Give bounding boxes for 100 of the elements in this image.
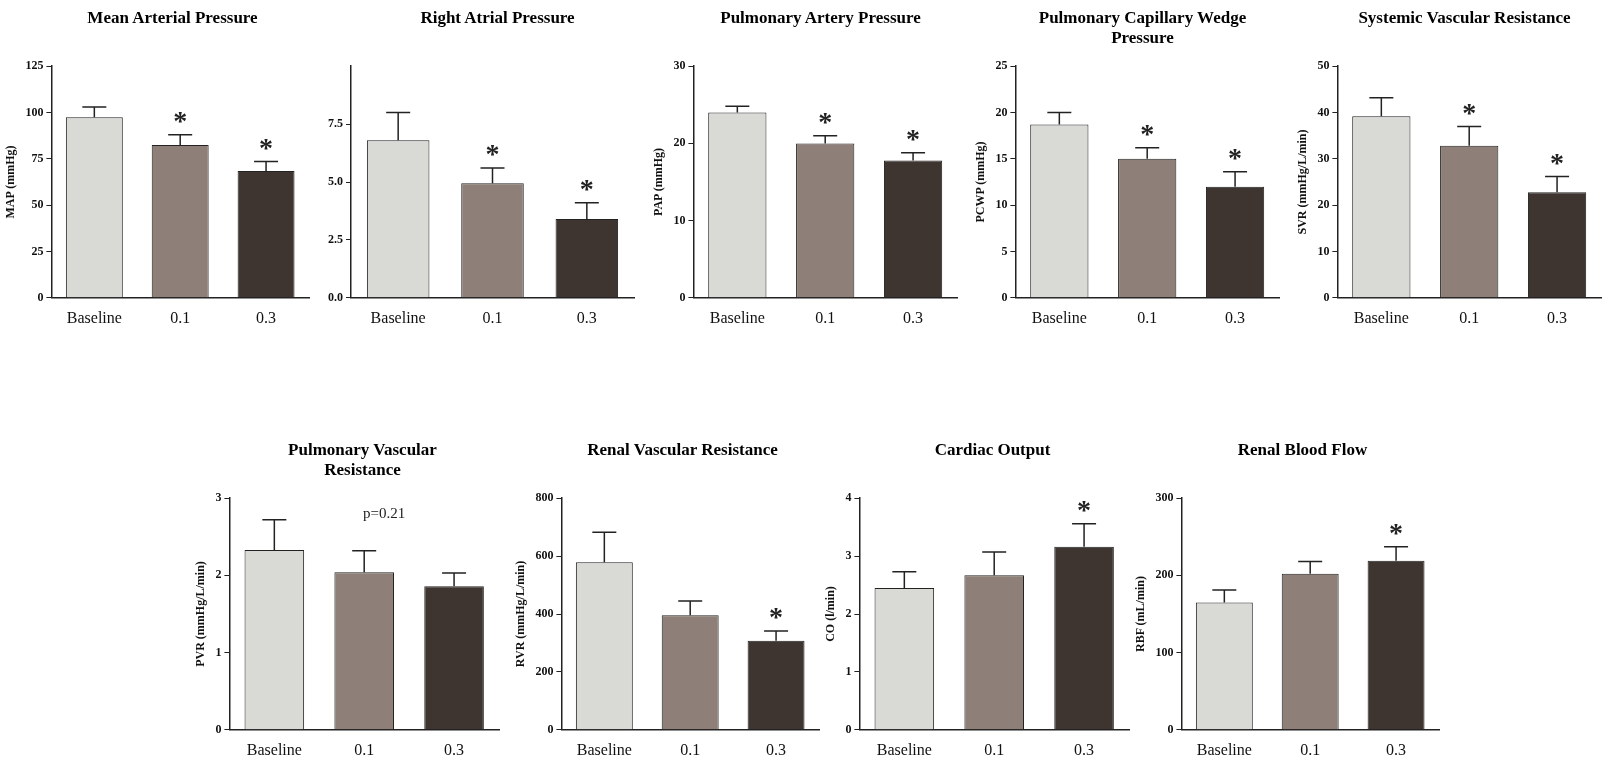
annotation: * (1550, 146, 1565, 178)
x-tick-label: Baseline (1031, 308, 1087, 326)
y-tick-label: 50 (1317, 58, 1330, 73)
chart-title: Cardiac Output (933, 440, 1052, 461)
y-axis-title: CO (l/min) (823, 586, 838, 642)
y-axis-title: RBF (mL/min) (1133, 576, 1148, 652)
y-tick-label: 30 (673, 58, 686, 73)
chart-title: Right Atrial Pressure (419, 8, 576, 29)
chart-title: Pulmonary Vascular Resistance (287, 440, 438, 481)
y-tick-label: 4 (845, 490, 852, 505)
y-tick-label: 0 (1001, 289, 1008, 304)
x-tick-label: 0.3 (576, 308, 597, 326)
y-tick-label: 20 (673, 135, 686, 150)
x-tick-label: 0.1 (1137, 308, 1158, 326)
y-tick-label: 25 (31, 243, 44, 258)
y-axis-title: MAP (mmHg) (3, 145, 18, 219)
x-tick-label: 0.1 (1300, 740, 1321, 758)
x-tick-label: 0.1 (680, 740, 701, 758)
y-tick-label: 3 (215, 490, 222, 505)
y-tick-label: 2 (845, 606, 852, 621)
y-tick-label: 40 (1317, 104, 1330, 119)
y-tick-label: 50 (31, 197, 44, 212)
y-tick-label: 2 (215, 567, 222, 582)
annotation: * (485, 138, 500, 170)
annotation: * (173, 104, 188, 136)
y-tick-label: 3 (845, 548, 852, 563)
x-tick-label: Baseline (370, 308, 426, 326)
annotation: * (259, 131, 274, 163)
x-tick-label: 0.1 (984, 740, 1005, 758)
x-tick-label: 0.3 (766, 740, 787, 758)
y-tick-label: 1 (845, 663, 852, 678)
x-tick-label: 0.1 (815, 308, 836, 326)
y-axis-title: PCWP (mmHg) (973, 141, 988, 223)
y-tick-label: 200 (535, 663, 554, 678)
annotation: * (1389, 517, 1404, 549)
y-tick-label: 300 (1155, 490, 1174, 505)
y-tick-label: 0 (1323, 289, 1330, 304)
y-tick-label: 10 (673, 212, 686, 227)
x-tick-label: Baseline (246, 740, 302, 758)
y-tick-label: 100 (1155, 644, 1174, 659)
x-tick-label: 0.3 (1547, 308, 1568, 326)
y-tick-label: 2.5 (328, 231, 343, 246)
x-tick-label: 0.1 (1459, 308, 1480, 326)
x-tick-label: 0.3 (1074, 740, 1095, 758)
y-tick-label: 800 (535, 490, 554, 505)
y-tick-label: 20 (995, 104, 1008, 119)
y-tick-label: 15 (995, 150, 1008, 165)
y-tick-label: 400 (535, 606, 554, 621)
y-tick-label: 125 (25, 58, 44, 73)
y-tick-label: 0 (679, 289, 686, 304)
y-tick-label: 0 (37, 289, 44, 304)
y-tick-label: 30 (1317, 150, 1330, 165)
y-tick-label: 7.5 (328, 116, 343, 131)
annotation: * (579, 173, 594, 205)
y-axis-title: PVR (mmHg/L/min) (193, 561, 208, 667)
y-tick-label: 200 (1155, 567, 1174, 582)
chart-title: Mean Arterial Pressure (86, 8, 259, 29)
y-tick-label: 10 (995, 197, 1008, 212)
annotation: * (1140, 117, 1155, 149)
y-tick-label: 5.0 (328, 174, 343, 189)
chart-title: Pulmonary Artery Pressure (719, 8, 922, 29)
y-axis-title: RVR (mmHg/L/min) (513, 560, 528, 668)
y-tick-label: 100 (25, 104, 44, 119)
x-tick-label: Baseline (709, 308, 765, 326)
annotation: * (1228, 142, 1243, 174)
x-tick-label: 0.3 (1225, 308, 1246, 326)
y-tick-label: 0 (215, 721, 222, 736)
annotation: * (1077, 493, 1092, 525)
y-axis-title: SVR (mmHg/L/min) (1295, 129, 1310, 235)
x-tick-label: Baseline (576, 740, 632, 758)
annotation: * (818, 105, 833, 137)
x-tick-label: 0.3 (256, 308, 277, 326)
x-tick-label: 0.1 (354, 740, 375, 758)
annotation: * (769, 601, 784, 633)
y-tick-label: 600 (535, 548, 554, 563)
y-tick-label: 5 (1001, 243, 1008, 258)
x-tick-label: 0.1 (482, 308, 503, 326)
y-tick-label: 75 (31, 150, 44, 165)
x-tick-label: 0.1 (170, 308, 191, 326)
y-tick-label: 10 (1317, 243, 1330, 258)
x-tick-label: Baseline (1196, 740, 1252, 758)
y-axis-title: PAP (mmHg) (651, 147, 666, 217)
x-tick-label: 0.3 (903, 308, 924, 326)
x-tick-label: Baseline (876, 740, 932, 758)
chart-title: Pulmonary Capillary Wedge Pressure (1037, 8, 1248, 49)
x-tick-label: 0.3 (444, 740, 465, 758)
annotation: * (1462, 96, 1477, 128)
x-tick-label: Baseline (1353, 308, 1409, 326)
y-tick-label: 1 (215, 644, 222, 659)
y-tick-label: 20 (1317, 197, 1330, 212)
y-tick-label: 0 (1167, 721, 1174, 736)
x-tick-label: 0.3 (1386, 740, 1407, 758)
y-tick-label: 0 (845, 721, 852, 736)
chart-title: Systemic Vascular Resistance (1357, 8, 1572, 29)
x-tick-label: Baseline (66, 308, 122, 326)
y-tick-label: 0 (547, 721, 554, 736)
y-tick-label: 25 (995, 58, 1008, 73)
annotation: p=0.21 (363, 504, 406, 521)
chart-title: Renal Vascular Resistance (586, 440, 779, 461)
annotation: * (906, 122, 921, 154)
